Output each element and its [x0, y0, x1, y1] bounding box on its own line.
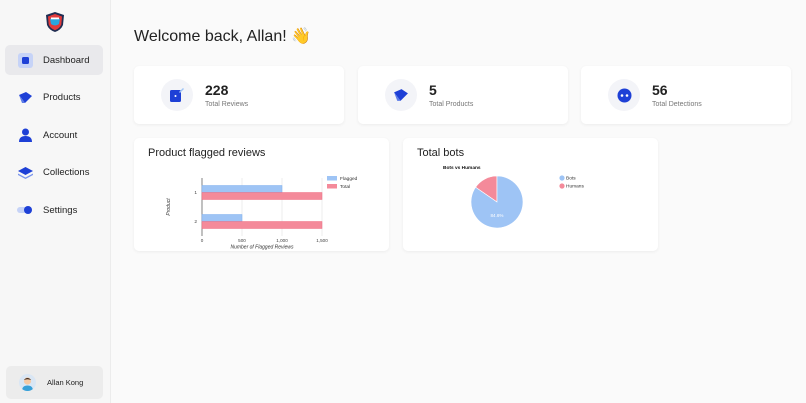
legend-label: Flagged	[340, 176, 358, 182]
total-bots-panel: Total bots Bots vs Humans 84.6% Bots Humans	[403, 138, 658, 251]
stat-value: 228	[205, 82, 229, 98]
avatar	[19, 374, 36, 391]
flagged-reviews-panel: Product flagged reviews 0 500 1,000 1,500 1 2…	[134, 138, 389, 251]
y-tick-label: 2	[194, 219, 197, 225]
collections-icon	[17, 166, 33, 180]
app-logo	[46, 12, 64, 32]
flagged-reviews-chart: 0 500 1,000 1,500 1 2 Number of Flagged Review…	[166, 176, 358, 251]
stat-label: Total Detections	[652, 101, 702, 108]
y-axis-label: Product	[166, 198, 172, 216]
reviews-icon	[161, 79, 193, 111]
y-tick-label: 1	[194, 190, 197, 196]
user-profile[interactable]: Allan Kong	[6, 366, 103, 399]
panel-title: Total bots	[417, 147, 465, 159]
sidebar-nav: Dashboard Products Account Collections S…	[5, 45, 103, 233]
legend-swatch	[559, 175, 565, 181]
stat-label: Total Products	[429, 101, 474, 108]
stat-card-detections: 56 Total Detections	[581, 66, 791, 124]
sidebar-item-settings[interactable]: Settings	[5, 195, 103, 225]
bar	[201, 221, 323, 229]
legend-label: Total	[340, 184, 350, 190]
legend-swatch	[327, 184, 337, 189]
dashboard-icon	[17, 52, 33, 68]
user-name: Allan Kong	[47, 378, 84, 387]
stat-label: Total Reviews	[205, 101, 249, 108]
x-tick-label: 500	[238, 238, 246, 243]
sidebar-item-account[interactable]: Account	[5, 120, 103, 150]
data-label: 84.6%	[490, 213, 503, 218]
sidebar-item-label: Collections	[43, 167, 90, 178]
products-icon	[385, 79, 417, 111]
panel-title: Product flagged reviews	[148, 147, 266, 159]
account-icon	[17, 128, 33, 142]
sidebar-item-label: Account	[43, 129, 78, 141]
bar	[201, 185, 283, 193]
stat-card-products: 5 Total Products	[358, 66, 568, 124]
bar	[201, 214, 243, 222]
x-axis-label: Number of Flagged Reviews	[230, 245, 294, 251]
legend-swatch	[559, 183, 565, 189]
sidebar-item-label: Dashboard	[43, 54, 90, 66]
x-tick-label: 1,000	[276, 238, 288, 243]
legend-label: Humans	[566, 184, 584, 190]
stat-value: 56	[652, 82, 668, 98]
stat-value: 5	[429, 82, 437, 98]
bot-icon	[608, 79, 640, 111]
stat-card-reviews: 228 Total Reviews	[134, 66, 344, 124]
settings-icon	[17, 203, 33, 217]
sidebar-item-products[interactable]: Products	[5, 83, 103, 113]
legend-swatch	[327, 176, 337, 181]
page-title: Welcome back, Allan! 👋	[134, 28, 312, 45]
pie-slice	[470, 175, 524, 229]
sidebar-item-dashboard[interactable]: Dashboard	[5, 45, 103, 75]
bar	[201, 192, 323, 200]
products-icon	[17, 91, 33, 105]
sidebar-item-label: Settings	[43, 204, 78, 216]
sidebar: Dashboard Products Account Collections S…	[0, 0, 111, 403]
x-tick-label: 0	[201, 238, 204, 243]
x-tick-label: 1,500	[316, 238, 328, 243]
legend-label: Bots	[566, 176, 576, 182]
sidebar-item-collections[interactable]: Collections	[5, 158, 103, 188]
sidebar-item-label: Products	[43, 92, 81, 103]
chart-title: Bots vs Humans	[443, 165, 481, 171]
bots-vs-humans-chart: Bots vs Humans 84.6% Bots Humans	[443, 165, 584, 229]
